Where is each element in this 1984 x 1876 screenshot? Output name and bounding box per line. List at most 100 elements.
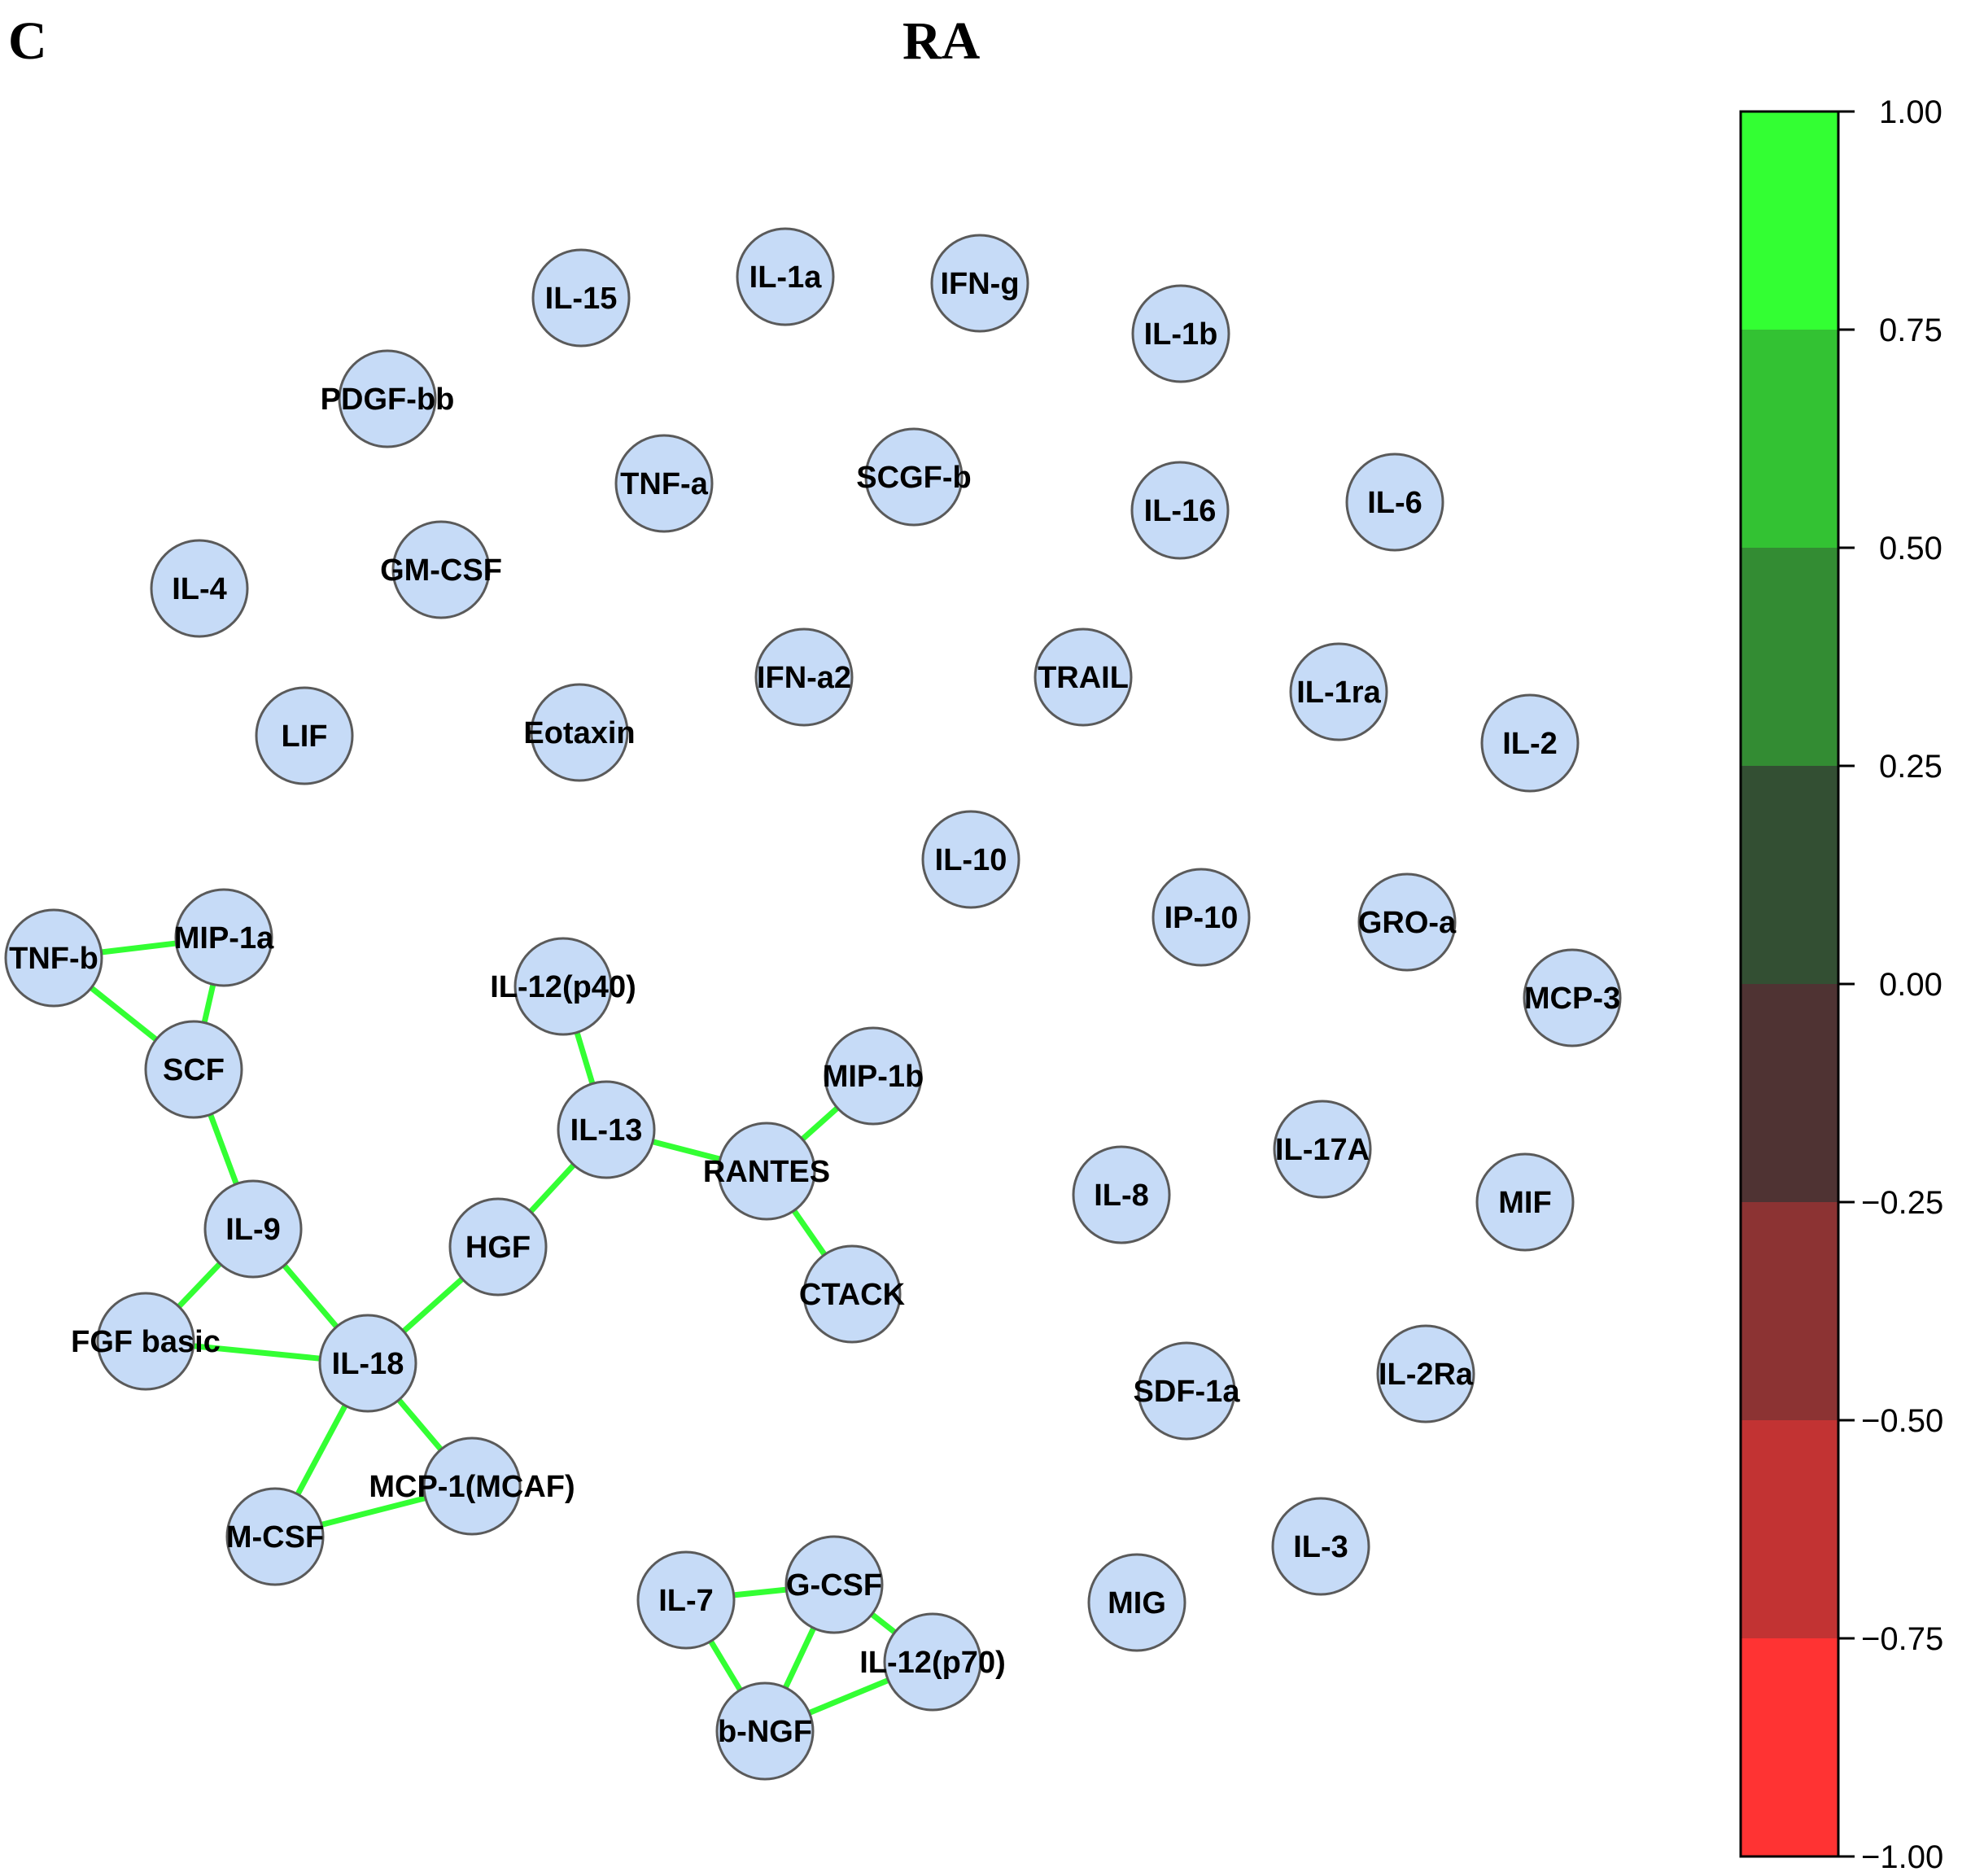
node-label: IL-1b — [1144, 317, 1218, 352]
node-label: IL-3 — [1293, 1530, 1348, 1564]
color-scale-legend: 1.00 0.75 0.50 0.25 0.00 −0.25 −0.50 −0.75 −1.00 — [1739, 94, 1943, 1875]
colorbar-tick-label: −0.50 — [1861, 1403, 1943, 1439]
node-circle — [824, 1026, 923, 1126]
node-il-15: IL-15 — [531, 248, 631, 348]
node-label: IL-2Ra — [1379, 1358, 1474, 1392]
node-scgf-b: SCGF-b — [856, 427, 972, 527]
node-label: IFN-a2 — [757, 661, 851, 695]
node-mip-1b: MIP-1b — [823, 1026, 924, 1126]
node-g-csf: G-CSF — [784, 1535, 884, 1634]
node-scf: SCF — [144, 1020, 243, 1119]
node-circle — [1131, 284, 1230, 383]
node-circle — [1475, 1152, 1575, 1252]
node-label: MCP-3 — [1524, 982, 1620, 1016]
node-circle — [754, 628, 854, 727]
node-ctack: CTACK — [799, 1244, 906, 1344]
colorbar-tick-label: 0.50 — [1879, 531, 1942, 566]
colorbar-band — [1741, 1638, 1838, 1857]
node-circle — [614, 434, 714, 533]
node-circle — [96, 1292, 195, 1391]
node-circle — [784, 1535, 884, 1634]
panel-letter: C — [8, 11, 47, 71]
node-circle — [636, 1550, 736, 1650]
node-circle — [1034, 628, 1133, 727]
node-label: IL-2 — [1502, 727, 1558, 761]
node-label: b-NGF — [718, 1715, 812, 1749]
node-il-4: IL-4 — [150, 539, 249, 638]
node-label: SCF — [163, 1053, 225, 1087]
colorbar-tick-label: −0.25 — [1861, 1185, 1943, 1221]
node-il-17a: IL-17A — [1273, 1100, 1372, 1199]
node-mig: MIG — [1087, 1553, 1186, 1652]
node-label: PDGF-bb — [321, 383, 455, 417]
node-il-10: IL-10 — [921, 810, 1020, 909]
node-tnf-b: TNF-b — [4, 908, 103, 1008]
node-circle — [448, 1197, 548, 1297]
node-label: SCGF-b — [856, 461, 971, 495]
node-gro-a: GRO-a — [1357, 872, 1457, 972]
node-label: IL-4 — [172, 572, 227, 606]
node-il-1b: IL-1b — [1131, 284, 1230, 383]
node-il-9: IL-9 — [203, 1179, 303, 1279]
node-il-3: IL-3 — [1271, 1497, 1370, 1596]
node-il-16: IL-16 — [1130, 461, 1230, 560]
node-label: HGF — [465, 1231, 531, 1265]
node-circle — [864, 427, 964, 527]
node-label: IL-13 — [570, 1113, 643, 1148]
node-mcp-1-mcaf: MCP-1(MCAF) — [369, 1437, 575, 1536]
node-hgf: HGF — [448, 1197, 548, 1297]
node-circle — [531, 248, 631, 348]
node-label: IL-12(p40) — [490, 970, 636, 1004]
node-circle — [338, 349, 437, 448]
node-label: TNF-a — [620, 467, 709, 501]
node-il-2: IL-2 — [1480, 693, 1580, 793]
colorbar-tick-label: 0.00 — [1879, 967, 1942, 1003]
node-circle — [318, 1314, 417, 1413]
node-label: Eotaxin — [523, 716, 635, 750]
node-ip-10: IP-10 — [1152, 868, 1251, 967]
node-circle — [4, 908, 103, 1008]
node-il-1a: IL-1a — [736, 227, 835, 326]
colorbar-tick-label: 0.75 — [1879, 313, 1942, 348]
node-circle — [530, 683, 629, 782]
colorbar-band — [1741, 112, 1838, 330]
node-circle — [203, 1179, 303, 1279]
node-label: IL-7 — [658, 1584, 714, 1618]
node-label: G-CSF — [786, 1568, 882, 1603]
node-label: IL-15 — [545, 282, 618, 316]
colorbar-band — [1741, 1202, 1838, 1421]
node-circle — [1137, 1341, 1236, 1441]
node-circle — [802, 1244, 902, 1344]
node-circle — [1480, 693, 1580, 793]
node-label: FGF basic — [71, 1325, 221, 1359]
colorbar-tick-label: −1.00 — [1861, 1839, 1943, 1875]
node-circle — [225, 1487, 325, 1586]
node-label: IL-1ra — [1296, 676, 1381, 710]
node-label: MCP-1(MCAF) — [369, 1470, 575, 1504]
node-label: MIG — [1108, 1586, 1166, 1620]
node-mif: MIF — [1475, 1152, 1575, 1252]
node-label: MIP-1a — [174, 921, 274, 955]
node-label: IL-18 — [332, 1347, 404, 1381]
node-label: IL-10 — [935, 843, 1007, 877]
colorbar-band — [1741, 766, 1838, 985]
node-label: MIP-1b — [823, 1060, 924, 1094]
colorbar-tick-label: −0.75 — [1861, 1621, 1943, 1657]
node-label: IFN-g — [940, 267, 1019, 301]
node-label: IL-1a — [749, 260, 823, 295]
node-pdgf-bb: PDGF-bb — [321, 349, 455, 448]
colorbar-band — [1741, 984, 1838, 1203]
node-b-ngf: b-NGF — [715, 1681, 815, 1781]
node-il-12-p70: IL-12(p70) — [859, 1612, 1006, 1712]
node-label: GRO-a — [1358, 906, 1457, 940]
node-fgf-basic: FGF basic — [71, 1292, 221, 1391]
node-label: GM-CSF — [380, 553, 502, 588]
node-circle — [736, 227, 835, 326]
node-label: IL-9 — [225, 1213, 281, 1247]
node-label: IL-16 — [1144, 494, 1217, 528]
node-circle — [715, 1681, 815, 1781]
node-m-csf: M-CSF — [225, 1487, 325, 1586]
node-layer: IL-15 IL-1a IFN-g IL-1b PDGF-bb TNF-a SCGF-b IL… — [4, 227, 1622, 1781]
node-circle — [717, 1122, 816, 1221]
